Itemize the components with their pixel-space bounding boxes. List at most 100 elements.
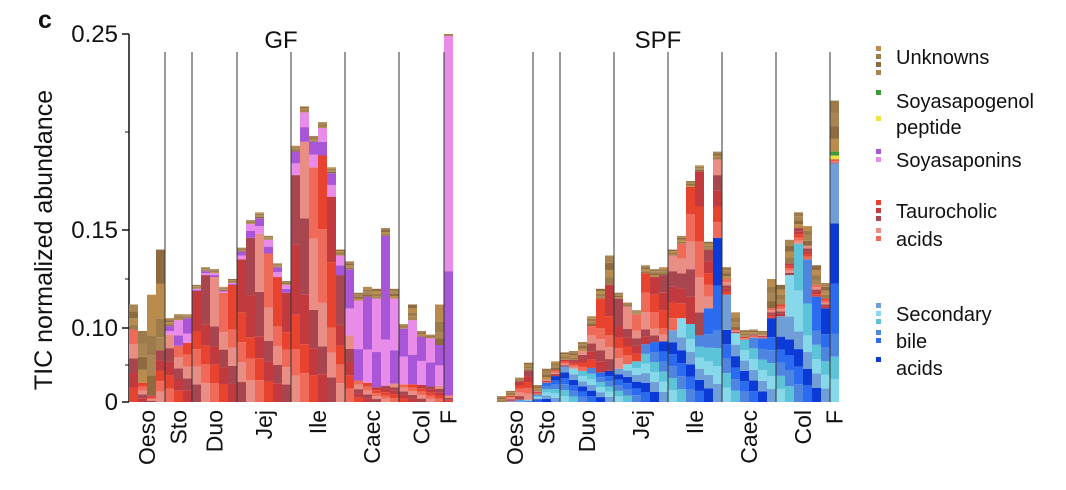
bar-segment	[201, 364, 210, 384]
bar-segment	[336, 345, 345, 365]
bar-segment	[246, 222, 255, 224]
bar-segment	[578, 381, 587, 387]
stacked-bar	[749, 329, 758, 402]
bar-segment	[812, 287, 821, 290]
bar-segment	[542, 368, 551, 372]
bar-segment	[542, 380, 551, 382]
bar-segment	[830, 163, 839, 224]
legend-swatch	[876, 54, 881, 59]
bar-segment	[533, 393, 542, 395]
bar-segment	[237, 249, 246, 251]
bar-segment	[605, 370, 614, 377]
bar-segment	[417, 336, 426, 361]
bar-segment	[632, 310, 641, 312]
bar-segment	[830, 160, 839, 162]
bar-segment	[623, 302, 632, 304]
bar-segment	[677, 239, 686, 242]
legend-swatch	[876, 303, 881, 308]
bar-segment	[363, 382, 372, 387]
bar-segment	[542, 379, 551, 381]
bar-segment	[830, 155, 839, 160]
bar-segment	[614, 337, 623, 348]
bar-segment	[614, 396, 623, 402]
bar-segment	[632, 361, 641, 369]
bar-segment	[381, 228, 390, 230]
bar-segment	[282, 280, 291, 282]
stacked-bar	[192, 284, 201, 402]
bar-segment	[632, 395, 641, 402]
bar-segment	[830, 162, 839, 164]
bar-segment	[821, 282, 830, 287]
bar-segment	[417, 391, 426, 396]
bar-segment	[704, 296, 713, 309]
bar-segment	[506, 390, 515, 393]
bar-segment	[569, 374, 578, 380]
bar-segment	[731, 333, 740, 345]
bar-segment	[830, 223, 839, 284]
bar-segment	[533, 393, 542, 394]
bar-segment	[569, 359, 578, 362]
bar-segment	[345, 308, 354, 336]
bar-segment	[659, 371, 668, 382]
legend-swatch	[876, 208, 881, 213]
stacked-bar	[381, 228, 390, 402]
bar-segment	[587, 318, 596, 322]
x-axis-labels: Oeso Sto Duo Jej Ile Caec Col F Oeso Sto Duo Jej Ile…	[134, 410, 848, 465]
bar-segment	[318, 126, 327, 129]
bar-segment	[201, 275, 210, 325]
bar-segment	[444, 395, 453, 397]
bar-segment	[210, 273, 219, 276]
bar-segment	[623, 389, 632, 396]
bar-segment	[551, 372, 560, 374]
bar-segment	[740, 338, 749, 339]
bar-segment	[596, 339, 605, 351]
bar-segment	[228, 284, 237, 330]
bar-segment	[363, 349, 372, 383]
bar-segment	[812, 284, 821, 288]
bar-segment	[830, 126, 839, 139]
bar-segment	[542, 380, 551, 381]
stacked-bar	[228, 279, 237, 402]
bar-segment	[587, 316, 596, 319]
bar-segment	[695, 390, 704, 402]
stacked-bar	[578, 342, 587, 402]
bar-segment	[776, 304, 785, 307]
bar-segment	[300, 110, 309, 113]
bar-segment	[614, 294, 623, 296]
bar-segment	[812, 344, 821, 360]
bar-segment	[246, 237, 255, 296]
bar-segment	[821, 290, 830, 295]
stacked-bar	[812, 265, 821, 402]
bar-segment	[560, 361, 569, 363]
region-label: Caec	[736, 410, 762, 464]
bar-segment	[497, 399, 506, 401]
bar-segment	[551, 371, 560, 373]
bar-segment	[704, 374, 713, 389]
bar-segment	[785, 239, 794, 246]
bar-segment	[300, 112, 309, 128]
bar-segment	[650, 312, 659, 329]
bar-segment	[551, 367, 560, 371]
bar-segment	[641, 392, 650, 402]
bar-segment	[587, 384, 596, 391]
bar-segment	[219, 291, 228, 293]
bar-segment	[300, 218, 309, 295]
region-label: Ile	[682, 410, 708, 434]
bar-segment	[309, 135, 318, 138]
bar-segment	[722, 276, 731, 279]
bar-segment	[740, 330, 749, 332]
bar-segment	[372, 288, 381, 292]
bar-segment	[794, 349, 803, 367]
bar-segment	[363, 394, 372, 399]
legend-swatch	[876, 70, 881, 75]
bar-segment	[668, 318, 677, 331]
bar-segment	[435, 365, 444, 386]
bar-segment	[219, 292, 228, 333]
bar-segment	[192, 349, 201, 367]
bar-segment	[776, 313, 785, 317]
bar-segment	[506, 392, 515, 394]
bar-segment	[560, 366, 569, 373]
bar-segment	[327, 377, 336, 402]
y-axis: 0 0.10 0.15 0.25	[71, 21, 130, 416]
bar-segment	[740, 370, 749, 382]
